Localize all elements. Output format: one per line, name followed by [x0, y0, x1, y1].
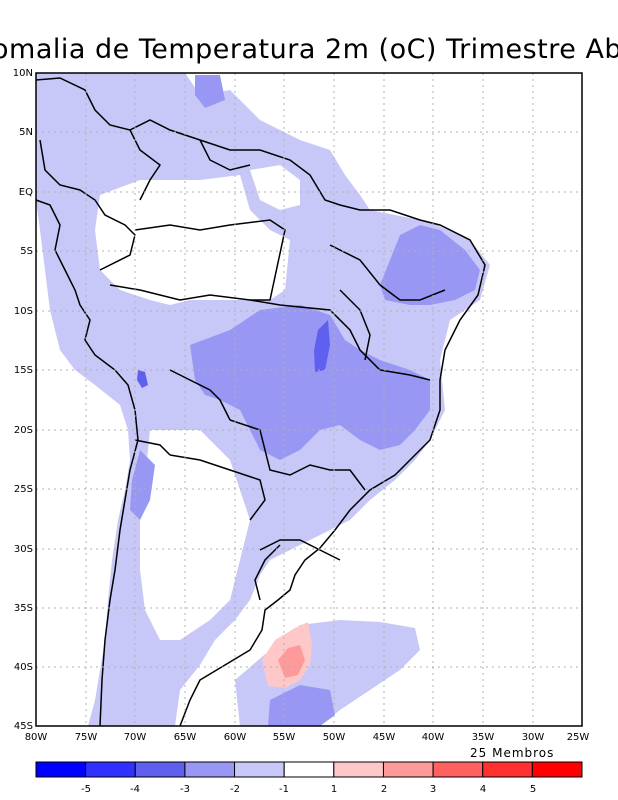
colorbar-labels: -5 -4 -3 -2 -1 1 2 3 4 5	[81, 784, 536, 795]
colorbar-swatch	[482, 761, 533, 778]
map-title: omalia de Temperatura 2m (oC) Trimestre …	[0, 34, 618, 68]
lon-label-55w: 55W	[273, 732, 296, 743]
lat-label-5s: 5S	[20, 246, 33, 257]
lon-label-75w: 75W	[75, 732, 98, 743]
lon-label-30w: 30W	[522, 732, 545, 743]
colorbar-swatch	[134, 761, 186, 778]
anomaly-layer-medium-blue	[130, 75, 480, 726]
colorbar-label: 3	[430, 784, 436, 795]
anomaly-layer-neutral	[95, 165, 300, 640]
lon-label-25w: 25W	[567, 732, 590, 743]
colorbar-swatch	[184, 761, 236, 778]
colorbar-swatch	[432, 761, 484, 778]
lon-label-70w: 70W	[124, 732, 147, 743]
map-frame	[35, 72, 583, 727]
lat-label-10n: 10N	[13, 68, 33, 79]
colorbar-swatch	[382, 761, 434, 778]
lat-label-15s: 15S	[14, 365, 33, 376]
title-text: omalia de Temperatura 2m (oC) Trimestre …	[0, 34, 618, 65]
lon-label-60w: 60W	[224, 732, 247, 743]
colorbar-swatch	[283, 761, 335, 778]
colorbar-swatch	[333, 761, 384, 778]
lat-label-40s: 40S	[14, 662, 33, 673]
members-label: 25 Membros	[470, 746, 555, 760]
colorbar-swatch	[35, 761, 87, 778]
colorbar-swatch	[85, 761, 136, 778]
colorbar-label: 4	[480, 784, 486, 795]
colorbar-label: 2	[381, 784, 387, 795]
lon-label-50w: 50W	[323, 732, 346, 743]
lat-label-eq: EQ	[19, 187, 33, 198]
colorbar-label: -4	[130, 784, 140, 795]
longitude-labels: 80W 75W 70W 65W 60W 55W 50W 45W 40W 35W …	[25, 732, 590, 743]
lon-label-45w: 45W	[373, 732, 396, 743]
colorbar	[35, 761, 583, 778]
lon-label-80w: 80W	[25, 732, 48, 743]
anomaly-layer-positive	[262, 622, 312, 688]
lon-label-35w: 35W	[472, 732, 495, 743]
colorbar-label: -2	[230, 784, 240, 795]
colorbar-swatch	[531, 761, 583, 778]
colorbar-label: 1	[331, 784, 337, 795]
colorbar-swatch	[234, 761, 285, 778]
lat-label-10s: 10S	[14, 306, 33, 317]
lat-label-30s: 30S	[14, 544, 33, 555]
anomaly-layer-dark-blue	[137, 320, 330, 388]
colorbar-label: -5	[81, 784, 91, 795]
lon-label-40w: 40W	[422, 732, 445, 743]
lat-label-35s: 35S	[14, 603, 33, 614]
lon-label-65w: 65W	[174, 732, 197, 743]
lat-label-25s: 25S	[14, 484, 33, 495]
colorbar-label: -1	[279, 784, 289, 795]
lat-label-20s: 20S	[14, 425, 33, 436]
colorbar-label: 5	[530, 784, 536, 795]
lat-label-45s: 45S	[14, 721, 33, 732]
lat-label-5n: 5N	[19, 127, 33, 138]
colorbar-label: -3	[180, 784, 190, 795]
latitude-labels: 10N 5N EQ 5S 10S 15S 20S 25S 30S 35S 40S…	[13, 68, 33, 732]
graticule	[36, 73, 582, 726]
